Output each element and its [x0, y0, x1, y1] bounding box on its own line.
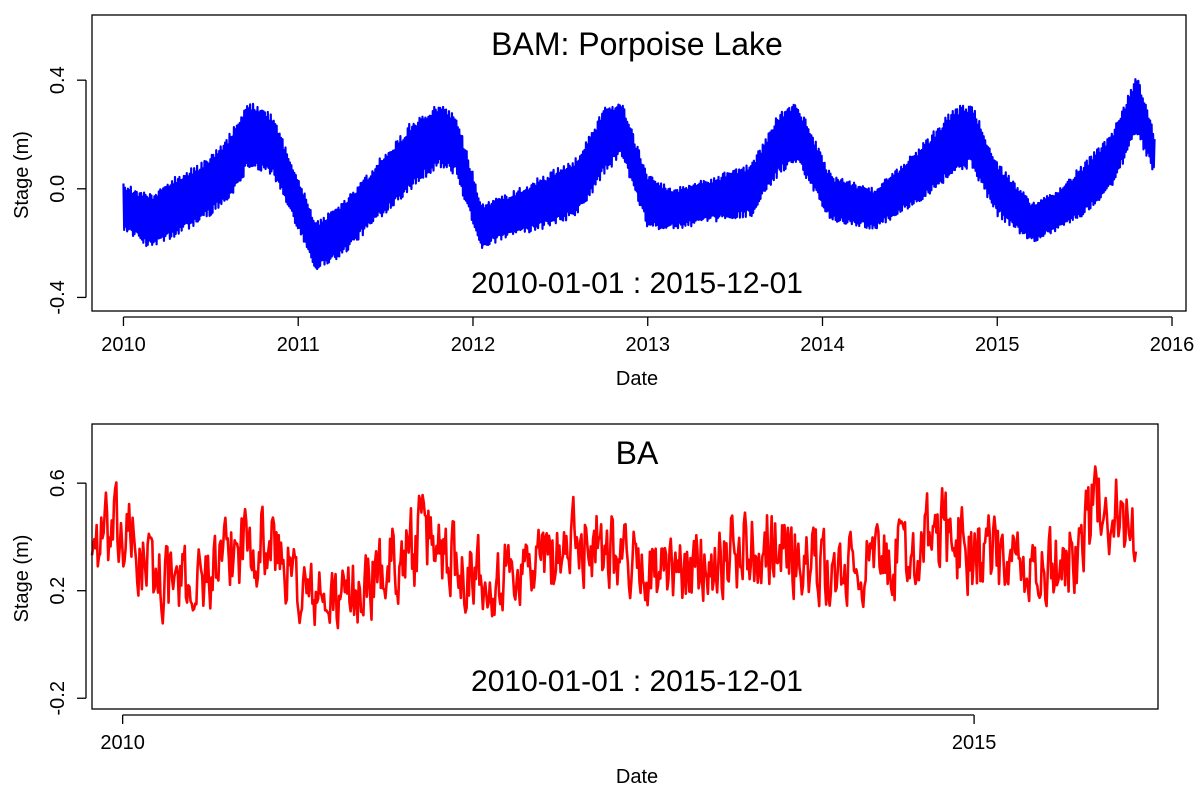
x-tick-label: 2013	[625, 334, 670, 356]
top-series-layer	[122, 78, 1156, 271]
bottom-y-axis: -0.2 0.2 0.6	[47, 469, 87, 715]
top-panel: 2010 2011 2012 2013 2014 2015 2016 -0.40.00.4 …	[11, 14, 1195, 390]
x-tick-label: 2012	[451, 334, 496, 356]
x-tick-label: 2015	[952, 732, 997, 754]
top-x-axis-label: Date	[616, 368, 658, 390]
bottom-x-axis-label: Date	[616, 766, 658, 788]
y-tick-label: 0.2	[47, 577, 69, 605]
y-tick-label: 0.0	[47, 175, 69, 203]
y-tick-label: -0.2	[47, 681, 69, 715]
bottom-date-range-annotation: 2010-01-01 : 2015-12-01	[471, 665, 803, 698]
top-x-axis: 2010 2011 2012 2013 2014 2015 2016	[101, 316, 1195, 356]
bottom-chart-title: BA	[616, 435, 659, 471]
bottom-y-axis-label: Stage (m)	[11, 535, 33, 623]
x-tick-label: 2010	[101, 334, 146, 356]
y-tick-label: -0.4	[47, 280, 69, 314]
bottom-series-layer	[90, 465, 1138, 630]
series-line	[122, 78, 1156, 271]
series-line	[90, 465, 1138, 630]
x-tick-label: 2014	[800, 334, 845, 356]
top-y-axis-label: Stage (m)	[11, 131, 33, 219]
y-tick-label: 0.6	[47, 469, 69, 497]
top-date-range-annotation: 2010-01-01 : 2015-12-01	[471, 267, 803, 300]
top-y-axis: -0.4 0.0 0.4	[47, 66, 87, 315]
top-plot-frame	[91, 14, 1187, 312]
bottom-x-axis: 2010 2015	[100, 714, 997, 754]
bottom-plot-frame	[91, 423, 1159, 710]
x-tick-label: 2010	[100, 732, 145, 754]
bottom-panel: 2010 2015 -0.2 0.2 0.6 BA 2010-01-01 : 2015…	[11, 423, 1159, 788]
top-chart-title: BAM: Porpoise Lake	[491, 26, 783, 62]
x-tick-label: 2011	[277, 334, 320, 356]
y-tick-label: 0.4	[47, 66, 69, 94]
x-tick-label: 2015	[975, 334, 1020, 356]
x-tick-label: 2016	[1150, 334, 1195, 356]
